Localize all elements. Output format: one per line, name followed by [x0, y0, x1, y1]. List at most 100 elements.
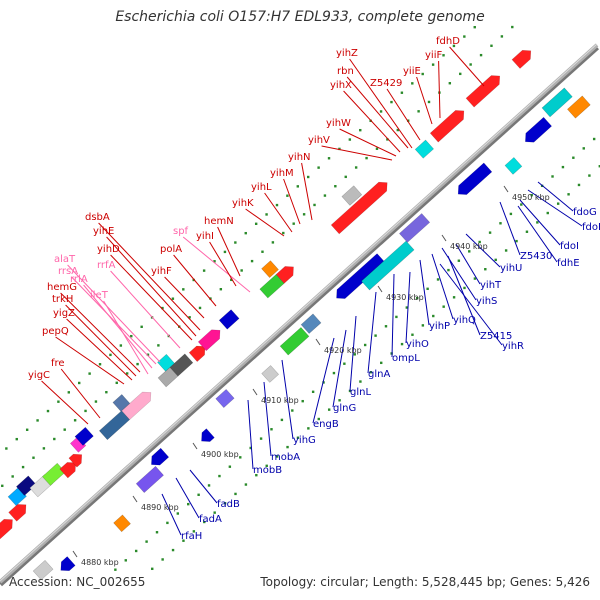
label-leader — [438, 60, 441, 119]
gene-label: yihZ — [336, 48, 358, 59]
tick-dot — [363, 343, 367, 347]
gene-label: Z5429 — [370, 78, 402, 89]
label-leader — [346, 76, 409, 149]
gene-feature — [201, 428, 215, 442]
tick-dot — [254, 222, 258, 226]
label-leader — [161, 493, 182, 536]
tick-dot — [63, 428, 66, 431]
label-leader — [431, 253, 454, 320]
gene-label: glnA — [368, 369, 390, 380]
label-leader — [465, 233, 501, 268]
tick-dot — [32, 456, 35, 459]
label-leader — [175, 477, 200, 519]
tick-dot — [509, 212, 513, 216]
tick-dot — [98, 363, 102, 366]
gene-feature — [361, 240, 415, 291]
tick-dot — [338, 399, 341, 402]
tick-dot — [15, 437, 18, 441]
label-leader — [189, 469, 218, 504]
gene-feature — [525, 116, 553, 143]
gene-feature — [60, 556, 76, 572]
scale-labels: 4880 kbp 4890 kbp 4900 kbp 4910 kbp 4920 kbp… — [72, 185, 550, 567]
gene-feature — [336, 253, 386, 299]
gene-label: yigC — [28, 370, 50, 381]
tick-dot — [161, 558, 164, 561]
label-leader — [537, 181, 574, 212]
tick-dot — [459, 72, 462, 76]
gene-label: yihP — [429, 321, 450, 332]
backbone-highlight — [0, 43, 598, 582]
label-leader — [173, 254, 217, 307]
gene-label: dsbA — [85, 212, 110, 223]
gene-label: fdoI — [560, 241, 579, 252]
gene-label: yihV — [308, 135, 330, 146]
tick-dot — [344, 175, 347, 179]
scale-label: 4930 kbp — [386, 293, 424, 302]
gene-block — [98, 410, 131, 441]
gene-feature — [113, 514, 131, 533]
gene-label: ileT — [90, 290, 109, 301]
tick-dot — [207, 484, 211, 487]
tick-dot — [202, 269, 206, 272]
tick-dot — [1, 484, 4, 488]
gene-block — [157, 353, 175, 372]
scale-label: 4880 kbp — [81, 558, 119, 567]
tick-dot — [171, 297, 175, 300]
label-leader — [110, 254, 193, 341]
tick-dot — [488, 231, 492, 234]
tick-dot — [275, 203, 279, 207]
label-leader — [517, 205, 558, 263]
gene-feature — [541, 87, 573, 118]
tick-dot — [577, 183, 581, 187]
gene-feature — [330, 181, 388, 235]
tick-dot — [327, 408, 331, 411]
label-leader — [65, 304, 137, 377]
gene-feature — [74, 426, 94, 446]
gene-feature — [169, 353, 194, 377]
gene-block — [135, 465, 164, 493]
gene-block — [361, 240, 415, 291]
tick-dot — [499, 222, 502, 225]
gene-feature — [261, 260, 279, 278]
tick-dot — [234, 241, 237, 244]
tick-dot — [218, 474, 221, 478]
tick-dot — [213, 260, 216, 263]
gene-arrow — [0, 518, 13, 540]
gene-label: spf — [173, 226, 189, 237]
tick-dot — [317, 417, 320, 421]
gene-label: pepQ — [42, 326, 69, 337]
label-leader — [439, 263, 503, 346]
tick-dot — [380, 361, 383, 365]
scale-label: 4940 kbp — [450, 242, 488, 251]
tick-dot — [405, 306, 409, 309]
tick-dot — [421, 72, 424, 76]
tick-dot — [130, 334, 133, 338]
tick-dot — [239, 456, 242, 459]
label-leader — [209, 241, 237, 287]
tick-dot — [431, 63, 435, 66]
tick-dot — [359, 380, 362, 383]
tick-dot — [353, 353, 356, 356]
tick-dot — [155, 531, 159, 534]
tick-dot — [500, 35, 504, 38]
gene-block — [279, 327, 310, 356]
label-leader — [339, 128, 397, 157]
scale-label: 4910 kbp — [261, 396, 299, 405]
label-leader — [301, 162, 313, 221]
gene-label: yihG — [293, 435, 316, 446]
gene-label: rrfA — [97, 260, 116, 271]
tick-dot — [457, 259, 461, 262]
tick-dot — [442, 305, 445, 308]
tick-dot — [219, 288, 223, 291]
gene-label: yihI — [196, 231, 214, 242]
gene-label: trkH — [52, 294, 73, 305]
tick-dot — [94, 400, 98, 403]
gene-label: fadA — [199, 514, 222, 525]
tick-dot — [375, 147, 379, 150]
tick-dot — [582, 147, 585, 150]
label-leader — [332, 329, 347, 408]
tick-dot — [478, 240, 481, 244]
tick-dot — [296, 436, 300, 439]
